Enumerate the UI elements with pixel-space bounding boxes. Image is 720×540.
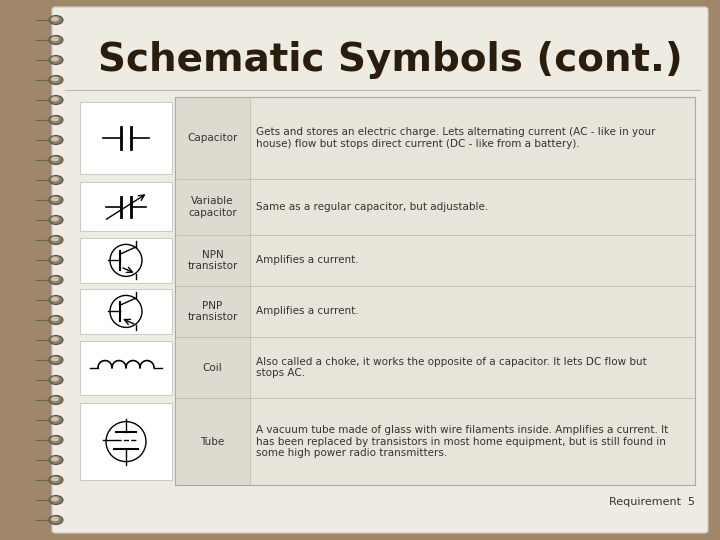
Ellipse shape — [49, 96, 63, 105]
Ellipse shape — [49, 355, 63, 364]
Bar — [175, 235, 695, 286]
Ellipse shape — [49, 195, 63, 205]
Ellipse shape — [49, 295, 63, 305]
Text: Variable
capacitor: Variable capacitor — [188, 196, 237, 218]
Bar — [80, 238, 172, 283]
Bar — [175, 97, 695, 485]
Bar — [80, 289, 172, 334]
Text: Requirement  5: Requirement 5 — [609, 497, 695, 507]
Bar — [175, 179, 250, 235]
Bar — [175, 337, 695, 398]
Bar — [80, 102, 172, 174]
Ellipse shape — [51, 197, 59, 201]
Ellipse shape — [51, 336, 59, 341]
Ellipse shape — [49, 476, 63, 484]
Ellipse shape — [51, 177, 59, 181]
Bar — [80, 182, 172, 232]
Bar — [175, 398, 695, 485]
Ellipse shape — [51, 516, 59, 522]
Ellipse shape — [49, 16, 63, 24]
Text: Also called a choke, it works the opposite of a capacitor. It lets DC flow but
s: Also called a choke, it works the opposi… — [256, 357, 647, 379]
Ellipse shape — [51, 217, 59, 221]
Ellipse shape — [51, 157, 59, 161]
Text: Tube: Tube — [200, 437, 225, 447]
Ellipse shape — [49, 456, 63, 464]
Ellipse shape — [51, 237, 59, 241]
Ellipse shape — [51, 316, 59, 321]
Ellipse shape — [51, 77, 59, 82]
Ellipse shape — [51, 436, 59, 442]
Ellipse shape — [51, 376, 59, 381]
Text: Amplifies a current.: Amplifies a current. — [256, 255, 359, 265]
Ellipse shape — [51, 37, 59, 42]
Ellipse shape — [51, 17, 59, 22]
Text: Coil: Coil — [202, 362, 222, 373]
Text: Capacitor: Capacitor — [187, 133, 238, 143]
Bar — [175, 235, 250, 286]
Ellipse shape — [51, 416, 59, 422]
Bar — [175, 179, 695, 235]
Ellipse shape — [49, 215, 63, 225]
Text: A vacuum tube made of glass with wire filaments inside. Amplifies a current. It
: A vacuum tube made of glass with wire fi… — [256, 425, 668, 458]
Ellipse shape — [49, 395, 63, 404]
Ellipse shape — [49, 235, 63, 245]
Ellipse shape — [49, 36, 63, 44]
Ellipse shape — [51, 276, 59, 281]
Ellipse shape — [51, 296, 59, 301]
Ellipse shape — [51, 496, 59, 502]
Bar — [175, 97, 250, 179]
Bar — [175, 97, 695, 179]
Ellipse shape — [49, 415, 63, 424]
Ellipse shape — [49, 255, 63, 265]
Ellipse shape — [49, 315, 63, 325]
Ellipse shape — [49, 116, 63, 125]
Ellipse shape — [49, 335, 63, 345]
Ellipse shape — [49, 76, 63, 84]
Ellipse shape — [51, 476, 59, 482]
Ellipse shape — [49, 136, 63, 145]
Text: Gets and stores an electric charge. Lets alternating current (AC - like in your
: Gets and stores an electric charge. Lets… — [256, 127, 655, 148]
Ellipse shape — [51, 57, 59, 62]
Text: NPN
transistor: NPN transistor — [187, 249, 238, 271]
Bar — [175, 286, 250, 337]
Ellipse shape — [49, 375, 63, 384]
Ellipse shape — [49, 275, 63, 285]
Bar — [175, 398, 250, 485]
Ellipse shape — [49, 156, 63, 165]
Text: Amplifies a current.: Amplifies a current. — [256, 306, 359, 316]
Ellipse shape — [49, 435, 63, 444]
Text: PNP
transistor: PNP transistor — [187, 301, 238, 322]
Ellipse shape — [49, 516, 63, 524]
Ellipse shape — [49, 176, 63, 185]
Ellipse shape — [51, 456, 59, 462]
Text: Same as a regular capacitor, but adjustable.: Same as a regular capacitor, but adjusta… — [256, 202, 488, 212]
Ellipse shape — [49, 56, 63, 64]
Ellipse shape — [51, 256, 59, 261]
Bar — [175, 337, 250, 398]
Ellipse shape — [51, 356, 59, 361]
Bar — [80, 403, 172, 480]
FancyBboxPatch shape — [52, 7, 708, 533]
Ellipse shape — [51, 396, 59, 402]
Ellipse shape — [49, 496, 63, 504]
Text: Schematic Symbols (cont.): Schematic Symbols (cont.) — [98, 41, 683, 79]
Bar — [80, 341, 172, 395]
Ellipse shape — [51, 117, 59, 122]
Bar — [175, 286, 695, 337]
Ellipse shape — [51, 97, 59, 102]
Ellipse shape — [51, 137, 59, 141]
